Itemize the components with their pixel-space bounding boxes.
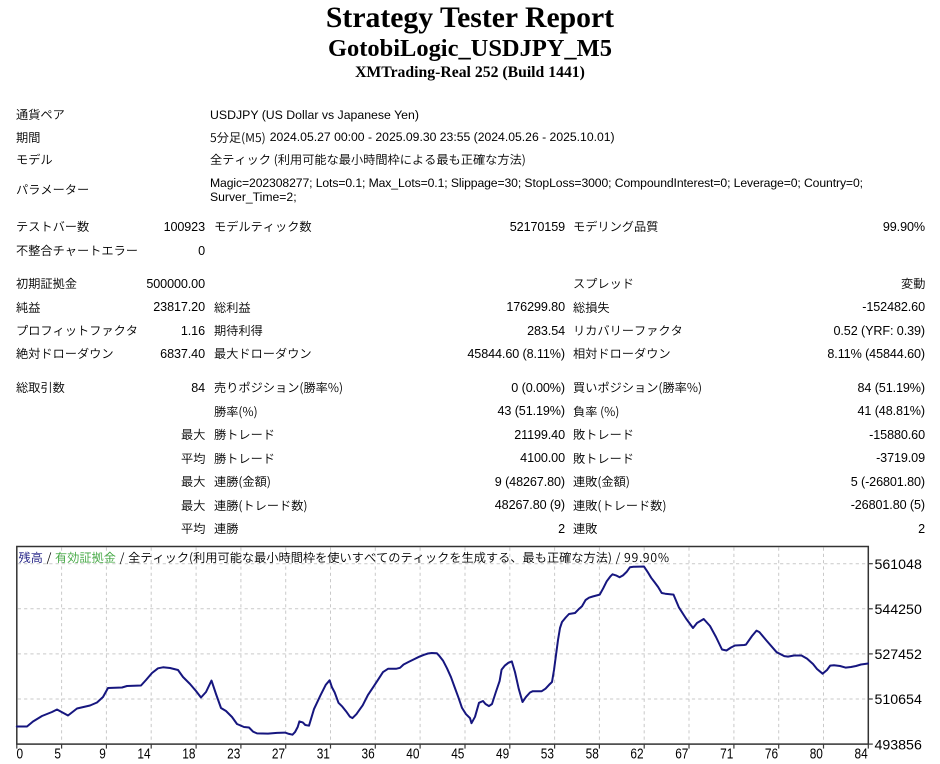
svg-text:5: 5	[54, 747, 61, 763]
svg-text:527452: 527452	[875, 647, 922, 663]
svg-text:76: 76	[765, 747, 778, 763]
svg-text:67: 67	[675, 747, 688, 763]
svg-text:84: 84	[855, 747, 868, 763]
svg-text:544250: 544250	[875, 602, 922, 618]
svg-text:58: 58	[586, 747, 599, 763]
svg-text:14: 14	[137, 747, 150, 763]
svg-text:45: 45	[451, 747, 464, 763]
svg-text:0: 0	[17, 747, 24, 763]
svg-text:40: 40	[406, 747, 419, 763]
svg-text:23: 23	[227, 747, 240, 763]
svg-text:71: 71	[720, 747, 733, 763]
svg-text:27: 27	[272, 747, 285, 763]
svg-text:80: 80	[810, 747, 823, 763]
svg-text:493856: 493856	[875, 737, 922, 753]
svg-text:53: 53	[541, 747, 554, 763]
svg-text:49: 49	[496, 747, 509, 763]
svg-text:510654: 510654	[875, 692, 922, 708]
svg-text:18: 18	[182, 747, 195, 763]
svg-text:561048: 561048	[875, 557, 922, 573]
svg-text:62: 62	[630, 747, 643, 763]
svg-text:31: 31	[317, 747, 330, 763]
svg-text:9: 9	[99, 747, 106, 763]
svg-text:36: 36	[362, 747, 375, 763]
